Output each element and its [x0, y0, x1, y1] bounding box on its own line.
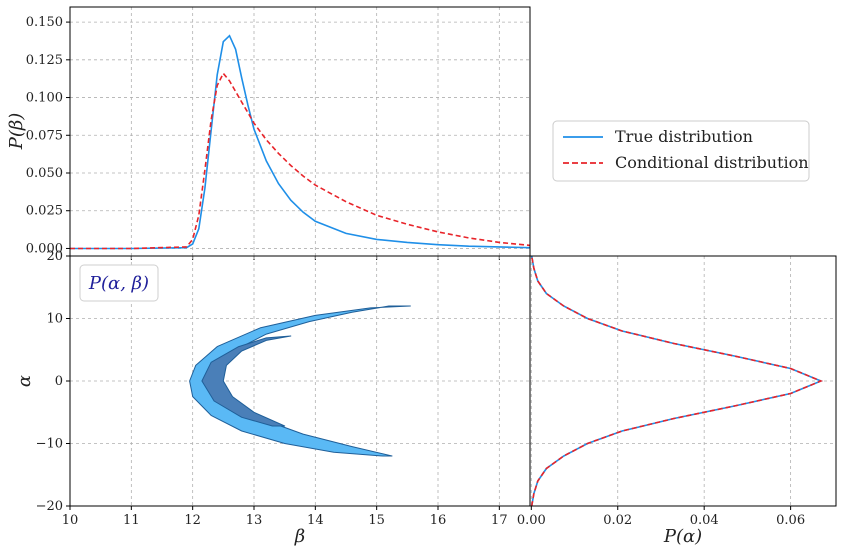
joint-xtick-label: 15 — [368, 513, 385, 528]
beta-marginal-ytick-label: 0.050 — [26, 166, 63, 181]
alpha-marginal-xtick-label: 0.02 — [603, 513, 632, 528]
beta-marginal-ylabel: P(β) — [6, 113, 27, 151]
joint-ytick-label: −10 — [36, 437, 63, 452]
beta-marginal-ytick-label: 0.100 — [26, 91, 63, 106]
alpha-conditional-distribution-line — [530, 255, 823, 507]
joint-xticks: 10 11 12 13 14 15 16 17 — [62, 506, 508, 528]
beta-marginal-ytick-label: 0.150 — [26, 15, 63, 30]
beta-marginal-ytick-label: 0.075 — [26, 128, 63, 143]
beta-conditional-distribution-line — [70, 71, 531, 250]
beta-marginal-ytick-label: 0.125 — [26, 53, 63, 68]
beta-marginal-lines — [70, 34, 531, 250]
beta-marginal-grid — [69, 7, 530, 256]
beta-true-distribution-line — [70, 34, 531, 250]
joint-xtick-label: 13 — [246, 513, 263, 528]
beta-marginal-yticks: 0.000 0.025 0.050 0.075 0.100 0.125 0.150 — [26, 15, 500, 260]
joint-xtick-label: 17 — [491, 513, 508, 528]
legend: True distribution Conditional distributi… — [552, 120, 810, 182]
beta-marginal-frame — [69, 6, 531, 257]
joint-ytick-label: 10 — [46, 312, 63, 327]
legend-box — [552, 120, 810, 182]
alpha-marginal-xticks: 0.00 0.02 0.04 0.06 — [517, 506, 805, 528]
joint-xtick-label: 14 — [307, 513, 324, 528]
joint-ytick-label: −20 — [36, 499, 63, 514]
joint-ytick-label: 20 — [46, 249, 63, 264]
alpha-marginal-xtick-label: 0.04 — [690, 513, 719, 528]
alpha-marginal-panel: 0.00 0.02 0.04 0.06 P(α) — [517, 255, 837, 547]
joint-inset-label-box: P(α, β) — [79, 264, 159, 302]
alpha-marginal-xtick-label: 0.06 — [776, 513, 805, 528]
joint-panel: 10 11 12 13 14 15 16 17 −20 −10 0 10 20 β α P(α, β) — [14, 249, 531, 547]
joint-xtick-label: 11 — [123, 513, 140, 528]
alpha-marginal-grid — [530, 255, 836, 507]
beta-marginal-ytick-label: 0.000 — [26, 241, 63, 256]
joint-yticks: −20 −10 0 10 20 — [36, 249, 70, 514]
joint-inset-label: P(α, β) — [88, 273, 149, 294]
alpha-marginal-frame — [529, 255, 837, 507]
legend-label-conditional: Conditional distribution — [615, 153, 809, 172]
joint-xtick-label: 16 — [430, 513, 447, 528]
joint-xtick-label: 10 — [62, 513, 79, 528]
contour-inner — [201, 335, 292, 427]
joint-xlabel: β — [294, 526, 305, 547]
joint-contours — [189, 305, 411, 457]
alpha-marginal-lines — [530, 255, 823, 507]
beta-marginal-ytick-label: 0.025 — [26, 204, 63, 219]
joint-ytick-label: 0 — [55, 374, 63, 389]
joint-ylabel: α — [14, 375, 35, 387]
alpha-marginal-xlabel: P(α) — [663, 526, 702, 547]
beta-marginal-panel: 0.000 0.025 0.050 0.075 0.100 0.125 0.150 P(β) — [6, 6, 531, 260]
alpha-marginal-xtick-label: 0.00 — [517, 513, 546, 528]
joint-xtick-label: 12 — [184, 513, 201, 528]
legend-label-true: True distribution — [615, 127, 753, 146]
